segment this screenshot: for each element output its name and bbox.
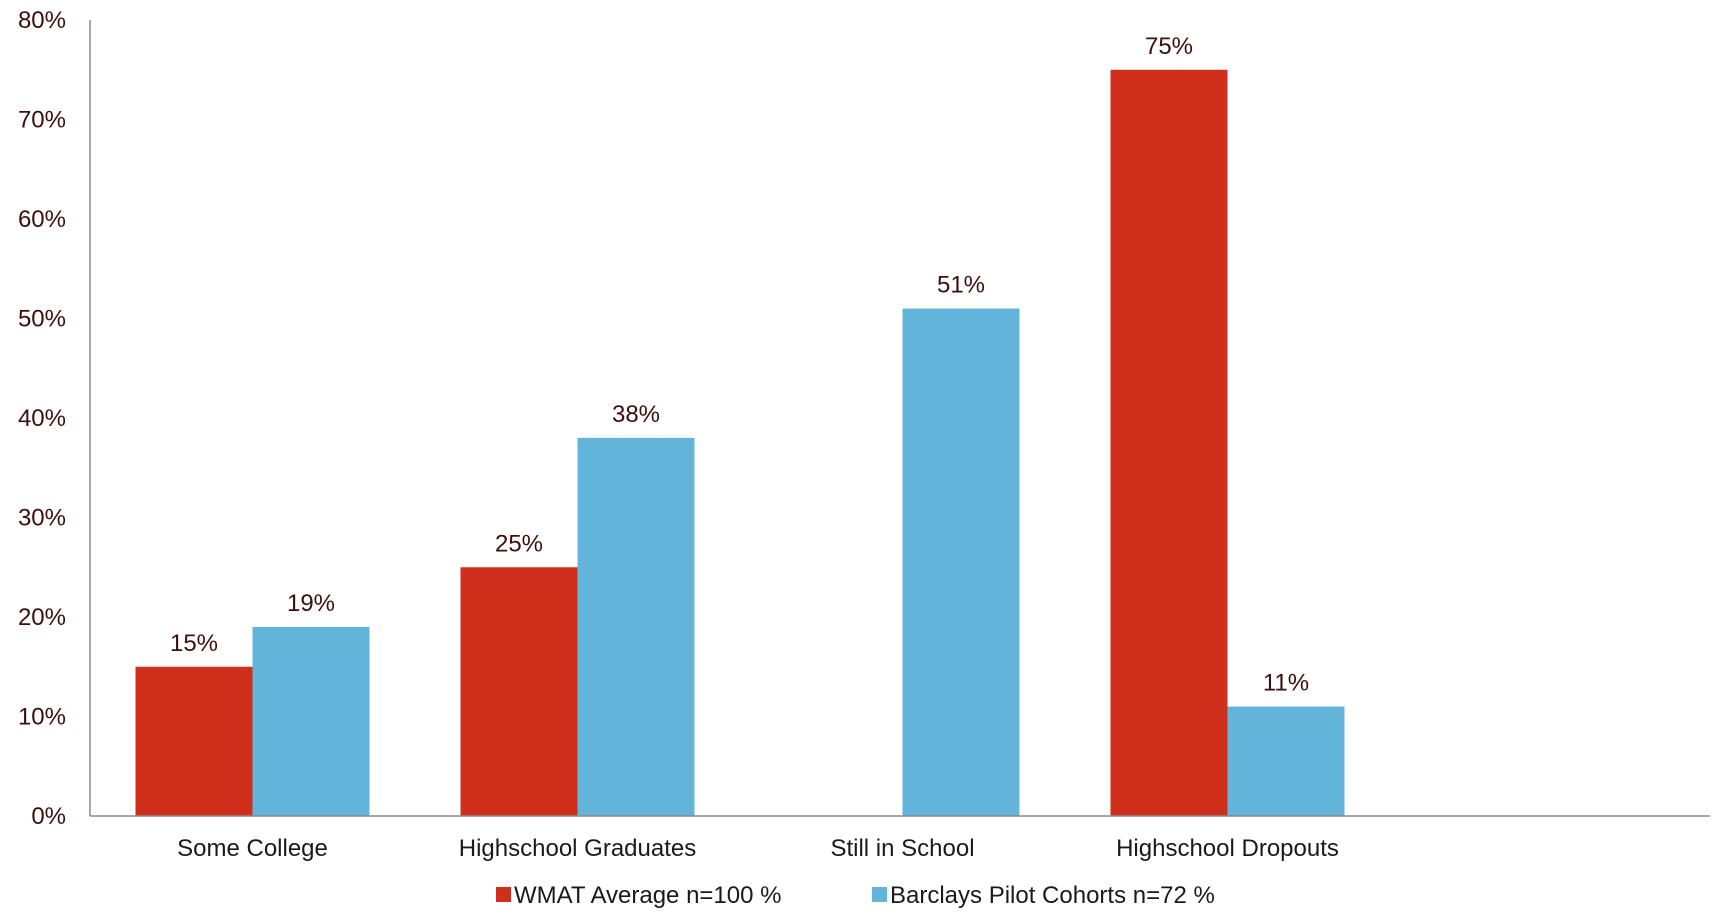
y-tick-label: 50% [18, 306, 66, 333]
y-tick-label: 80% [18, 7, 66, 34]
bar [1227, 706, 1345, 816]
x-category-label: Highschool Graduates [459, 835, 696, 862]
data-label: 75% [1145, 33, 1193, 60]
data-labels: 15% 19% 25% 38% 51% 75% 11% [170, 33, 1309, 697]
bar [1110, 69, 1228, 816]
y-tick-label: 40% [18, 405, 66, 432]
legend-entry: WMAT Average n=100 % [514, 882, 781, 909]
legend: WMAT Average n=100 % Barclays Pilot Cohor… [496, 882, 1215, 909]
y-tick-label: 20% [18, 604, 66, 631]
y-tick-label: 10% [18, 704, 66, 731]
y-tick-label: 60% [18, 206, 66, 233]
y-tick-label: 70% [18, 107, 66, 134]
bar [460, 567, 578, 816]
data-label: 25% [495, 530, 543, 557]
x-category-label: Highschool Dropouts [1116, 835, 1339, 862]
data-label: 15% [170, 630, 218, 657]
data-label: 51% [937, 272, 985, 299]
y-tick-label: 0% [31, 803, 66, 830]
x-category-label: Some College [177, 835, 328, 862]
x-axis-category-labels: Some College Highschool Graduates Still in… [177, 835, 1339, 862]
y-tick-label: 30% [18, 505, 66, 532]
legend-swatch [496, 887, 511, 902]
bar [902, 308, 1020, 816]
y-axis-ticks: 0% 10% 20% 30% 40% 50% 60% 70% 80% [18, 7, 66, 830]
data-label: 11% [1263, 670, 1309, 697]
legend-entry: Barclays Pilot Cohorts n=72 % [890, 882, 1215, 909]
bars [135, 69, 1345, 816]
x-category-label: Still in School [830, 835, 974, 862]
bar [252, 626, 370, 816]
legend-swatch [872, 887, 887, 902]
bar [577, 437, 695, 816]
bar [135, 666, 253, 816]
data-label: 38% [612, 401, 660, 428]
data-label: 19% [287, 590, 335, 617]
